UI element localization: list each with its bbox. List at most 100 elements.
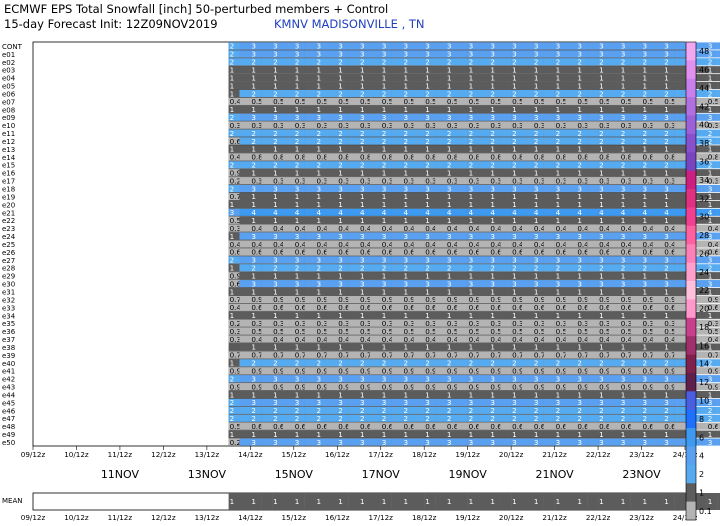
cell [500, 256, 512, 264]
cell [532, 121, 544, 129]
cell [630, 248, 642, 256]
cell-value: 3 [447, 50, 452, 59]
mean-value: 1 [403, 497, 408, 506]
cell [315, 177, 327, 185]
cell [630, 406, 642, 414]
cell-value: 0.4 [643, 240, 655, 249]
cell-value: 3 [295, 113, 300, 122]
cell-value: 3 [469, 256, 474, 265]
cell-value: 3 [664, 374, 669, 383]
cell [261, 264, 273, 272]
x-tick-label: 23/12z [629, 450, 654, 459]
cell [282, 161, 294, 169]
cell [250, 430, 262, 438]
cell [250, 232, 262, 240]
cell [261, 58, 273, 66]
cell [326, 398, 338, 406]
cell [239, 42, 251, 50]
cell [272, 295, 284, 304]
cell [619, 383, 631, 391]
cell [261, 89, 273, 98]
cell [369, 184, 381, 193]
cell [337, 438, 349, 446]
cell-value: 3 [447, 374, 452, 383]
cell-value: 2 [469, 137, 474, 146]
cell [380, 161, 392, 169]
cell [456, 406, 468, 414]
cell-value: 0.8 [382, 153, 394, 162]
cell [239, 438, 251, 446]
mean-x-tick-label: 20/12z [499, 513, 524, 522]
cell [228, 74, 240, 82]
cell [326, 390, 338, 399]
cell-value: 0.7 [338, 351, 349, 360]
cell [272, 121, 284, 129]
cell [435, 113, 447, 121]
cell [489, 74, 501, 82]
cell [717, 184, 720, 193]
cell-value: 2 [338, 359, 343, 368]
cell [554, 287, 566, 296]
colorbar: 4846444240383634323028262422201816141210… [685, 41, 712, 521]
cell [565, 129, 577, 137]
cell [424, 303, 436, 311]
cell [619, 161, 631, 169]
cell-value: 1 [338, 105, 343, 114]
cell [522, 406, 534, 414]
cell [315, 208, 327, 216]
cell-value: 0.4 [317, 224, 329, 233]
cell-value: 1 [512, 311, 517, 320]
mean-cell [576, 493, 588, 510]
cell [511, 161, 523, 169]
cell [456, 327, 468, 335]
cell [489, 169, 501, 177]
cell [500, 272, 512, 280]
cell [554, 50, 566, 58]
cell-value: 2 [230, 406, 235, 415]
cell [380, 303, 392, 311]
cell [663, 232, 675, 240]
cell [478, 66, 490, 74]
cell [315, 145, 327, 153]
mean-cell [282, 493, 294, 510]
cell [717, 113, 720, 121]
cell [304, 264, 316, 272]
cell-value: 0.3 [295, 176, 306, 185]
cell-value: 2 [295, 359, 300, 368]
cell-value: 0.9 [382, 367, 394, 376]
cell [391, 383, 403, 391]
cell [456, 105, 468, 113]
cell [695, 383, 707, 391]
cell [337, 303, 349, 311]
cell [282, 105, 294, 113]
cell [554, 311, 566, 319]
cell [413, 89, 425, 98]
cell [282, 113, 294, 121]
cell [293, 375, 305, 383]
cell [315, 390, 327, 399]
cell [456, 121, 468, 129]
cell [369, 232, 381, 240]
cell-value: 1 [534, 145, 539, 154]
cell [663, 319, 675, 327]
cell-value: 3 [251, 374, 256, 383]
cell [304, 42, 316, 50]
cell-value: 0.4 [577, 335, 589, 344]
cell [543, 390, 555, 399]
cell-value: 1 [251, 168, 256, 177]
cell [456, 351, 468, 359]
cell-value: 1 [317, 81, 322, 90]
cell [435, 105, 447, 113]
cell [315, 216, 327, 224]
cell [293, 383, 305, 391]
cell [554, 303, 566, 311]
cell [413, 113, 425, 121]
cell [348, 335, 360, 343]
cell [261, 42, 273, 50]
cell [456, 216, 468, 224]
cell [293, 248, 305, 256]
cell [554, 438, 566, 446]
colorbar-label: 40 [699, 121, 709, 130]
cell [630, 208, 642, 216]
cell [435, 327, 447, 335]
